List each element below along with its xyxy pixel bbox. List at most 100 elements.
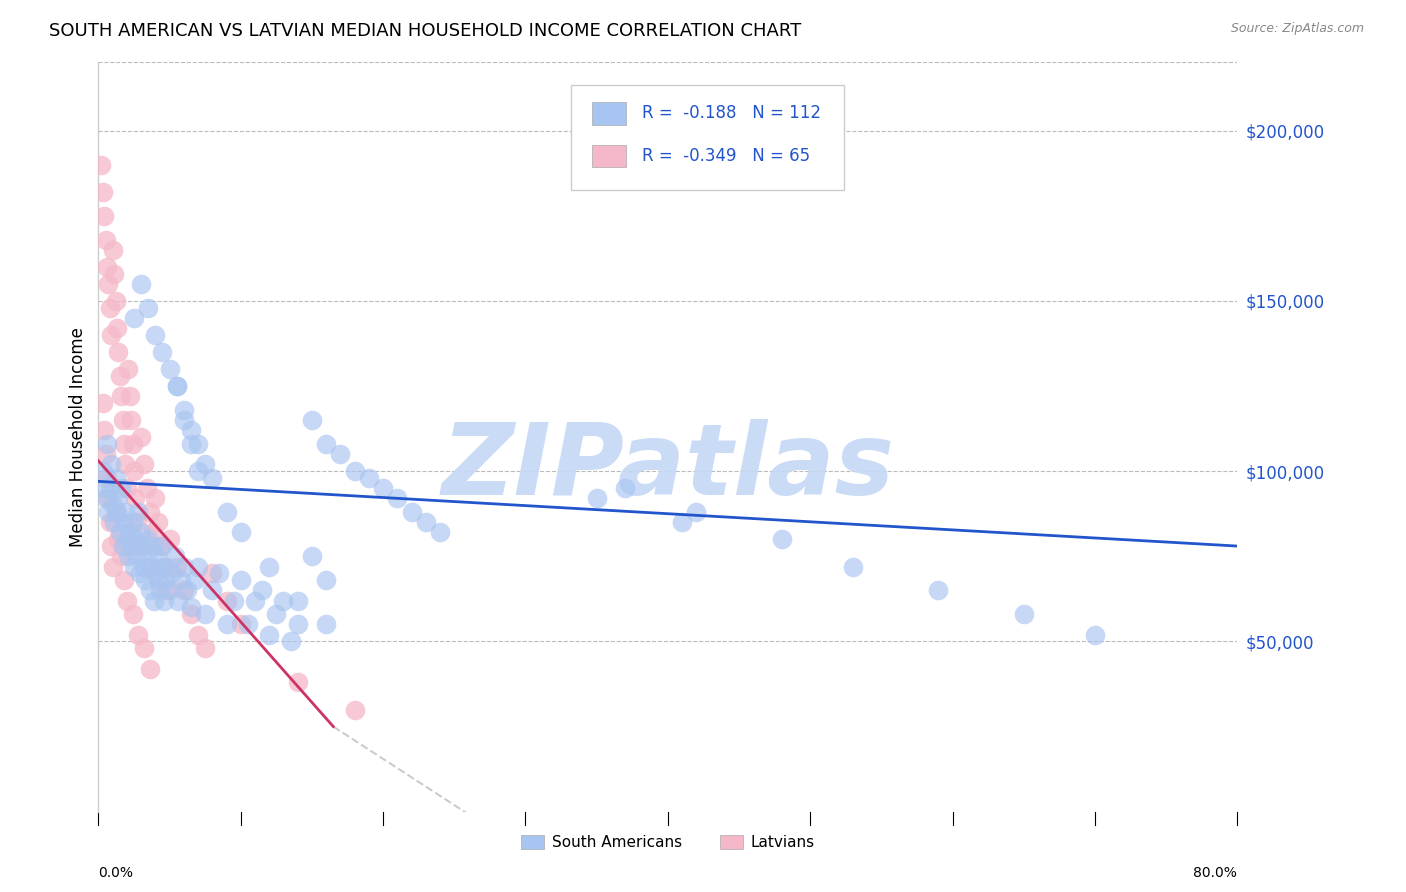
Point [685, 505, 707, 519]
Point [97, 505, 120, 519]
Point [98, 301, 121, 315]
Point [115, 533, 138, 547]
Point [115, 481, 138, 495]
Point [100, 327, 122, 342]
Point [1012, 607, 1035, 622]
Point [94, 447, 117, 461]
Text: 80.0%: 80.0% [1194, 866, 1237, 880]
Text: ZIPatlas: ZIPatlas [441, 418, 894, 516]
Point [101, 498, 124, 512]
Point [110, 549, 132, 564]
Bar [592, 145, 626, 168]
Point [287, 675, 309, 690]
Point [187, 627, 209, 641]
Point [208, 566, 231, 581]
Point [121, 515, 143, 529]
Point [287, 593, 309, 607]
Point [156, 583, 179, 598]
Point [315, 437, 337, 451]
Point [120, 413, 142, 427]
Point [180, 423, 202, 437]
Point [107, 345, 129, 359]
Point [194, 641, 217, 656]
Point [91, 185, 114, 199]
Point [142, 593, 165, 607]
Point [149, 583, 172, 598]
Point [187, 559, 209, 574]
Point [94, 233, 117, 247]
Point [94, 491, 117, 506]
Point [100, 458, 122, 472]
Text: R =  -0.188   N = 112: R = -0.188 N = 112 [641, 104, 821, 122]
Point [107, 491, 129, 506]
Point [105, 505, 128, 519]
Point [125, 549, 148, 564]
Point [159, 533, 181, 547]
Point [236, 617, 259, 632]
Point [343, 464, 366, 478]
Point [101, 559, 124, 574]
Text: 0.0%: 0.0% [98, 866, 134, 880]
Point [671, 515, 693, 529]
Point [117, 362, 139, 376]
Point [112, 573, 135, 587]
Point [215, 617, 238, 632]
Point [215, 505, 238, 519]
Point [131, 539, 153, 553]
Point [118, 525, 141, 540]
Point [187, 464, 209, 478]
Point [127, 627, 149, 641]
Point [187, 437, 209, 451]
Point [176, 583, 198, 598]
Point [129, 277, 152, 291]
Point [111, 539, 134, 553]
Point [415, 515, 437, 529]
Point [90, 158, 112, 172]
Point [166, 379, 188, 393]
Point [114, 458, 136, 472]
Point [585, 491, 607, 506]
Point [166, 559, 188, 574]
Point [180, 600, 202, 615]
Point [121, 607, 143, 622]
Point [280, 634, 302, 648]
Point [259, 559, 281, 574]
Point [173, 559, 195, 574]
Point [287, 617, 309, 632]
Point [145, 566, 167, 581]
Point [91, 464, 114, 478]
Point [112, 515, 135, 529]
Bar [592, 103, 626, 125]
Point [127, 505, 149, 519]
Point [229, 573, 252, 587]
Point [97, 277, 120, 291]
Point [194, 458, 217, 472]
Point [201, 566, 224, 581]
Point [104, 505, 127, 519]
Point [103, 515, 125, 529]
Point [101, 243, 124, 257]
Y-axis label: Median Household Income: Median Household Income [69, 327, 87, 547]
Point [152, 345, 174, 359]
Point [110, 389, 132, 403]
Point [215, 593, 238, 607]
Point [155, 573, 177, 587]
Point [136, 301, 159, 315]
Point [301, 549, 323, 564]
Point [343, 702, 366, 716]
Point [146, 549, 169, 564]
Point [129, 430, 152, 444]
Point [141, 539, 163, 553]
Point [170, 573, 193, 587]
Point [97, 491, 120, 506]
Point [141, 525, 163, 540]
Point [122, 310, 145, 325]
Point [114, 505, 136, 519]
Point [357, 471, 380, 485]
Point [115, 593, 138, 607]
Point [125, 515, 148, 529]
Point [105, 321, 128, 335]
Point [112, 437, 135, 451]
Point [139, 559, 162, 574]
Point [842, 559, 865, 574]
